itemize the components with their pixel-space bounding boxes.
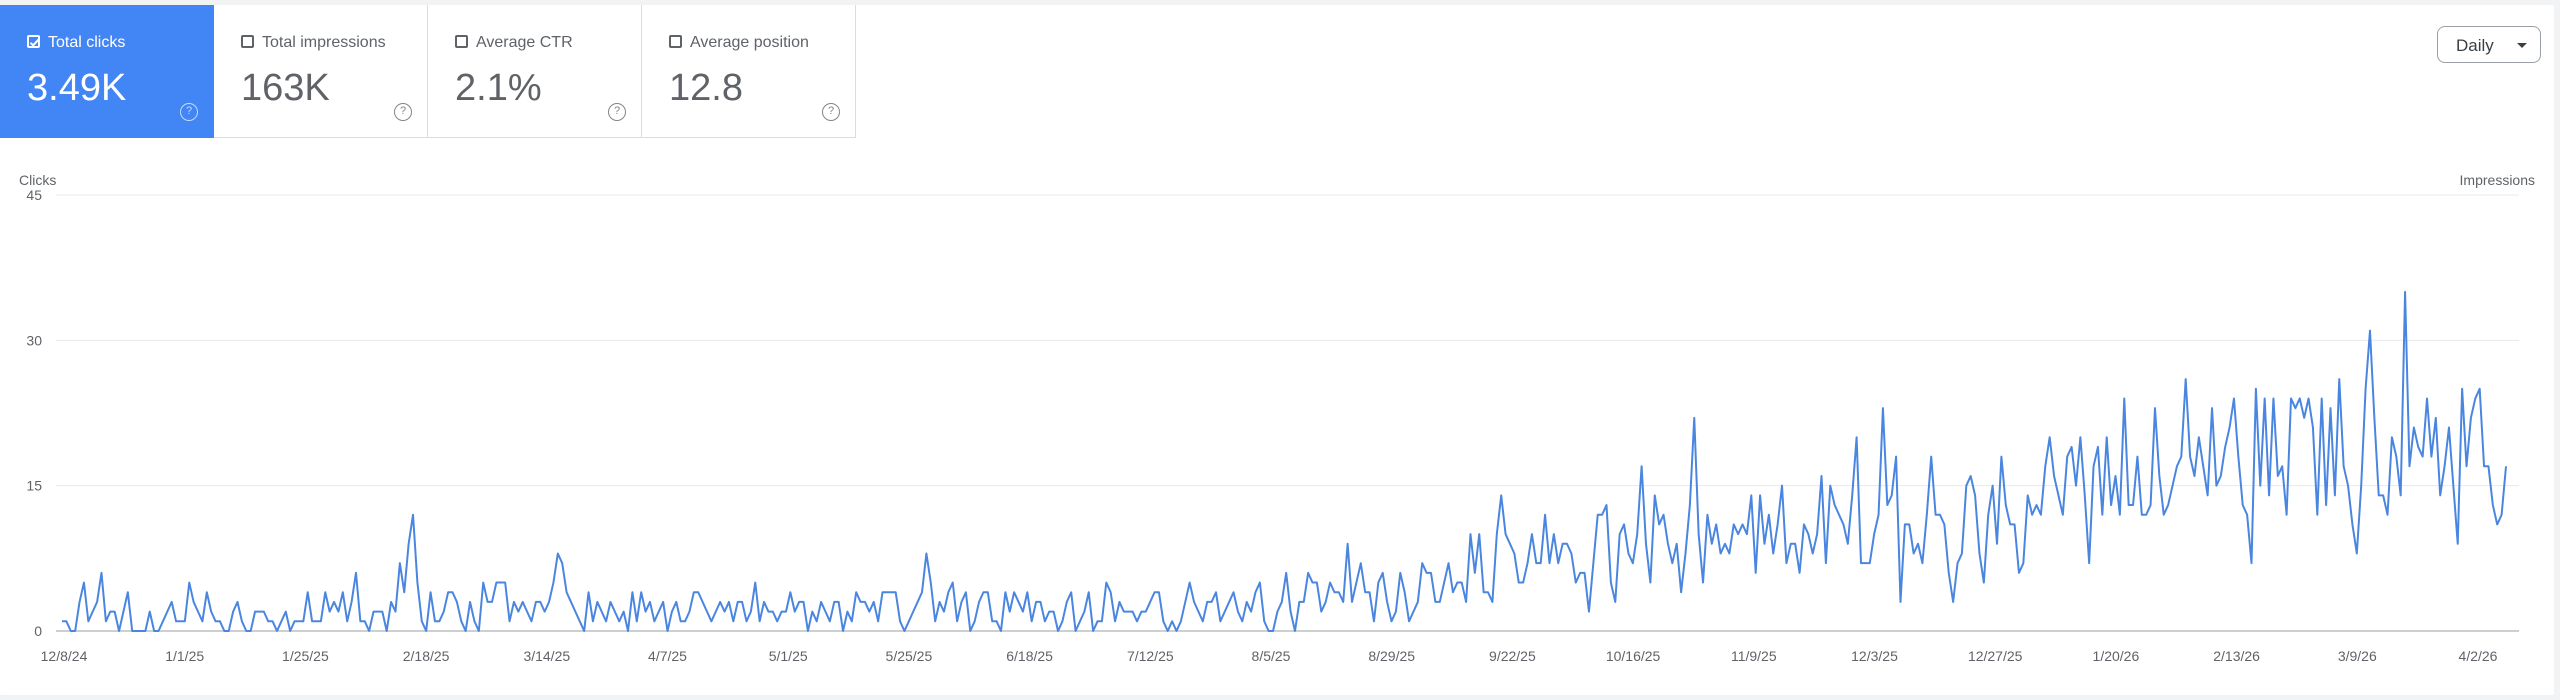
x-tick-label: 4/7/25 xyxy=(648,648,687,664)
checkbox-checked-icon[interactable] xyxy=(27,35,40,48)
metric-tab-average-ctr[interactable]: Average CTR 2.1% ? xyxy=(428,5,642,138)
x-tick-label: 3/14/25 xyxy=(523,648,570,664)
metric-tab-average-position[interactable]: Average position 12.8 ? xyxy=(642,5,856,138)
y-tick-label: 0 xyxy=(34,623,42,639)
x-tick-label: 12/3/25 xyxy=(1851,648,1898,664)
x-tick-label: 11/9/25 xyxy=(1731,648,1777,664)
checkbox-unchecked-icon[interactable] xyxy=(455,35,468,48)
clicks-series-line xyxy=(62,290,2507,632)
x-tick-label: 5/1/25 xyxy=(769,648,808,664)
granularity-dropdown[interactable]: Daily xyxy=(2437,26,2541,63)
x-tick-label: 8/29/25 xyxy=(1368,648,1415,664)
help-icon[interactable]: ? xyxy=(822,103,840,121)
metric-value: 12.8 xyxy=(669,67,743,109)
y-tick-label: 30 xyxy=(26,332,42,348)
x-tick-label: 9/22/25 xyxy=(1489,648,1536,664)
help-icon[interactable]: ? xyxy=(394,103,412,121)
checkbox-unchecked-icon[interactable] xyxy=(669,35,682,48)
metric-tabs: Total clicks 3.49K ? Total impressions 1… xyxy=(0,5,856,138)
x-tick-label: 5/25/25 xyxy=(886,648,933,664)
y-tick-label: 15 xyxy=(26,478,42,494)
x-tick-label: 1/25/25 xyxy=(282,648,329,664)
x-tick-label: 7/12/25 xyxy=(1127,648,1174,664)
x-tick-label: 1/20/26 xyxy=(2093,648,2140,664)
checkbox-unchecked-icon[interactable] xyxy=(241,35,254,48)
metric-tab-total-clicks[interactable]: Total clicks 3.49K ? xyxy=(0,5,214,138)
metric-label: Average CTR xyxy=(476,34,573,51)
y-tick-label: 45 xyxy=(26,187,42,203)
help-icon[interactable]: ? xyxy=(180,103,198,121)
x-tick-label: 2/18/25 xyxy=(403,648,450,664)
metric-label: Average position xyxy=(690,34,809,51)
clicks-chart: 0 15 30 45 12/8/24 1/1/25 1/25/25 2/18/25 3/14/2… xyxy=(26,187,2519,664)
x-tick-label: 1/1/25 xyxy=(165,648,204,664)
metric-label: Total impressions xyxy=(262,34,386,51)
performance-card: Total clicks 3.49K ? Total impressions 1… xyxy=(0,5,2554,695)
x-tick-label: 6/18/25 xyxy=(1006,648,1053,664)
y-axis-title-clicks: Clicks xyxy=(19,172,57,188)
granularity-label: Daily xyxy=(2456,36,2494,55)
x-tick-label: 12/27/25 xyxy=(1968,648,2023,664)
metric-value: 2.1% xyxy=(455,67,542,109)
dropdown-caret-icon xyxy=(2517,43,2527,48)
y-axis-title-impressions: Impressions xyxy=(2459,172,2535,188)
x-tick-label: 4/2/26 xyxy=(2459,648,2498,664)
metric-value: 3.49K xyxy=(27,67,127,109)
x-tick-label: 2/13/26 xyxy=(2213,648,2260,664)
help-icon[interactable]: ? xyxy=(608,103,626,121)
x-tick-label: 12/8/24 xyxy=(41,648,88,664)
x-tick-label: 8/5/25 xyxy=(1252,648,1291,664)
x-tick-label: 10/16/25 xyxy=(1606,648,1661,664)
metric-label: Total clicks xyxy=(48,34,126,51)
metric-tab-total-impressions[interactable]: Total impressions 163K ? xyxy=(214,5,428,138)
x-tick-label: 3/9/26 xyxy=(2338,648,2377,664)
metric-value: 163K xyxy=(241,67,330,109)
